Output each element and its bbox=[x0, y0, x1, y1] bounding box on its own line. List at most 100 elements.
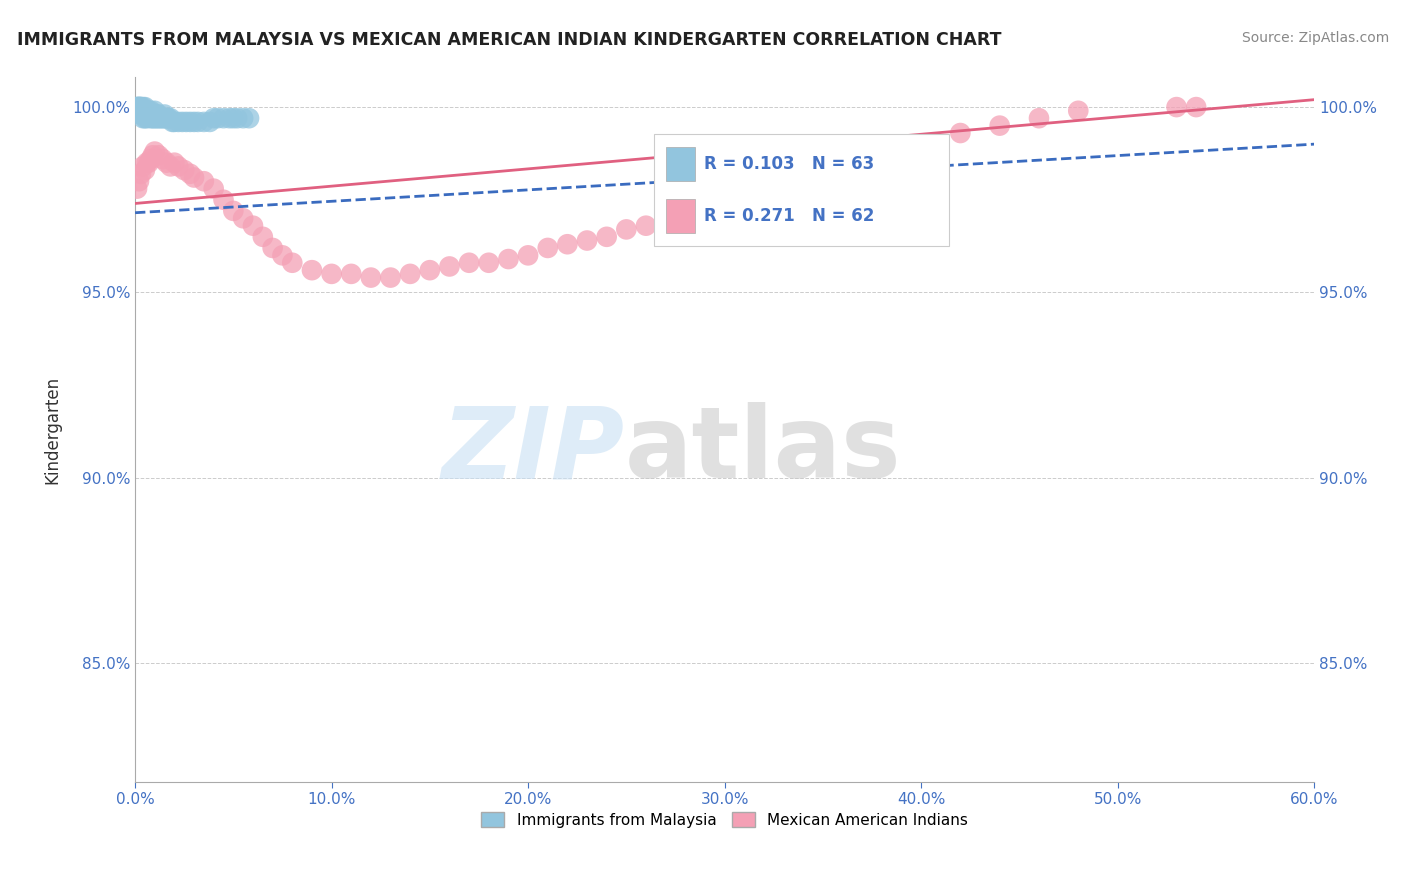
Point bbox=[138, 103, 160, 118]
Point bbox=[155, 155, 177, 169]
Point bbox=[128, 100, 150, 114]
Point bbox=[143, 103, 166, 118]
Point bbox=[1067, 103, 1090, 118]
Point bbox=[232, 112, 254, 126]
Point bbox=[183, 115, 205, 129]
Point bbox=[167, 160, 190, 174]
Point bbox=[1185, 100, 1208, 114]
Point bbox=[148, 112, 170, 126]
Point bbox=[129, 107, 152, 121]
Point bbox=[138, 107, 160, 121]
Point bbox=[167, 115, 190, 129]
Point bbox=[614, 222, 637, 236]
Point bbox=[498, 252, 520, 266]
Point bbox=[135, 112, 157, 126]
Point bbox=[557, 237, 579, 252]
Point bbox=[242, 219, 264, 233]
Point bbox=[634, 219, 657, 233]
Point bbox=[162, 115, 184, 129]
Point bbox=[153, 112, 176, 126]
Point bbox=[172, 115, 194, 129]
Point bbox=[713, 193, 735, 207]
Point bbox=[301, 263, 323, 277]
Point bbox=[212, 193, 235, 207]
Point bbox=[132, 107, 155, 121]
Point bbox=[129, 100, 152, 114]
Point bbox=[187, 115, 209, 129]
Point bbox=[321, 267, 343, 281]
Point bbox=[458, 256, 481, 270]
Point bbox=[125, 100, 148, 114]
Point bbox=[139, 103, 162, 118]
Point bbox=[232, 211, 254, 226]
Point bbox=[132, 112, 155, 126]
Point bbox=[138, 155, 160, 169]
Point bbox=[139, 107, 162, 121]
Point bbox=[202, 112, 225, 126]
Point bbox=[155, 112, 177, 126]
Legend: Immigrants from Malaysia, Mexican American Indians: Immigrants from Malaysia, Mexican Americ… bbox=[475, 805, 974, 834]
Point bbox=[419, 263, 441, 277]
Point bbox=[380, 270, 402, 285]
Point bbox=[145, 107, 167, 121]
Point bbox=[129, 103, 152, 118]
Point bbox=[129, 167, 152, 181]
Point bbox=[153, 107, 176, 121]
Point bbox=[183, 170, 205, 185]
Point bbox=[949, 126, 972, 140]
Point bbox=[752, 181, 775, 195]
Point bbox=[149, 112, 172, 126]
Point bbox=[1166, 100, 1188, 114]
Y-axis label: Kindergarten: Kindergarten bbox=[44, 376, 60, 483]
Point bbox=[125, 100, 148, 114]
Point bbox=[143, 112, 166, 126]
Point bbox=[399, 267, 422, 281]
Text: ZIP: ZIP bbox=[441, 402, 624, 500]
Point bbox=[179, 115, 201, 129]
Point bbox=[252, 229, 274, 244]
Point bbox=[212, 112, 235, 126]
Point bbox=[134, 112, 156, 126]
Point bbox=[173, 163, 195, 178]
Point bbox=[135, 103, 157, 118]
Point bbox=[517, 248, 540, 262]
Point bbox=[198, 115, 221, 129]
Point bbox=[159, 112, 181, 126]
Text: atlas: atlas bbox=[624, 402, 901, 500]
Point bbox=[128, 174, 150, 188]
Point bbox=[673, 203, 696, 218]
Point bbox=[134, 103, 156, 118]
Point bbox=[340, 267, 363, 281]
Text: IMMIGRANTS FROM MALAYSIA VS MEXICAN AMERICAN INDIAN KINDERGARTEN CORRELATION CHA: IMMIGRANTS FROM MALAYSIA VS MEXICAN AMER… bbox=[17, 31, 1001, 49]
Point bbox=[152, 112, 174, 126]
Point bbox=[128, 103, 150, 118]
Point bbox=[576, 234, 599, 248]
Point bbox=[134, 100, 156, 114]
Point bbox=[148, 107, 170, 121]
Point bbox=[145, 112, 167, 126]
Point bbox=[139, 112, 162, 126]
Point bbox=[595, 229, 617, 244]
Point bbox=[142, 112, 165, 126]
Point bbox=[135, 107, 157, 121]
Point bbox=[831, 160, 853, 174]
Point bbox=[128, 100, 150, 114]
Point bbox=[193, 115, 215, 129]
Point bbox=[159, 160, 181, 174]
Point bbox=[134, 163, 156, 178]
Point bbox=[132, 160, 155, 174]
Point bbox=[360, 270, 382, 285]
Point bbox=[139, 152, 162, 166]
Point bbox=[478, 256, 501, 270]
Point bbox=[238, 112, 260, 126]
Point bbox=[179, 167, 201, 181]
Point bbox=[439, 260, 461, 274]
Point bbox=[132, 100, 155, 114]
Point bbox=[125, 100, 148, 114]
Point bbox=[142, 148, 165, 162]
Point bbox=[129, 100, 152, 114]
Point bbox=[202, 181, 225, 195]
Point bbox=[134, 107, 156, 121]
Point bbox=[693, 196, 716, 211]
Point bbox=[207, 112, 229, 126]
